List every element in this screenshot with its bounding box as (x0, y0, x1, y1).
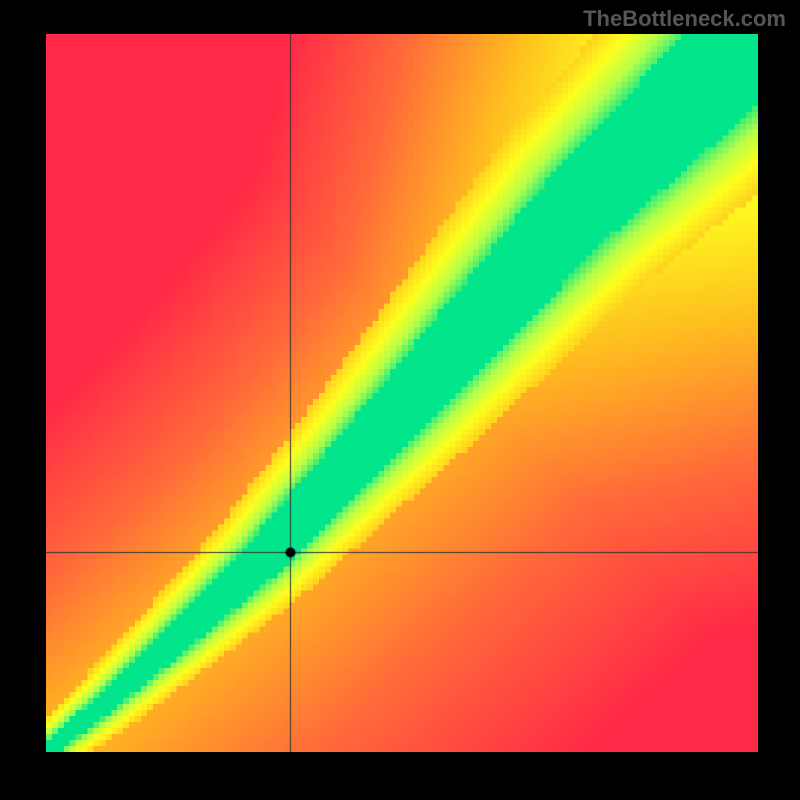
watermark-text: TheBottleneck.com (583, 6, 786, 32)
bottleneck-heatmap (46, 34, 758, 752)
chart-container: TheBottleneck.com (0, 0, 800, 800)
